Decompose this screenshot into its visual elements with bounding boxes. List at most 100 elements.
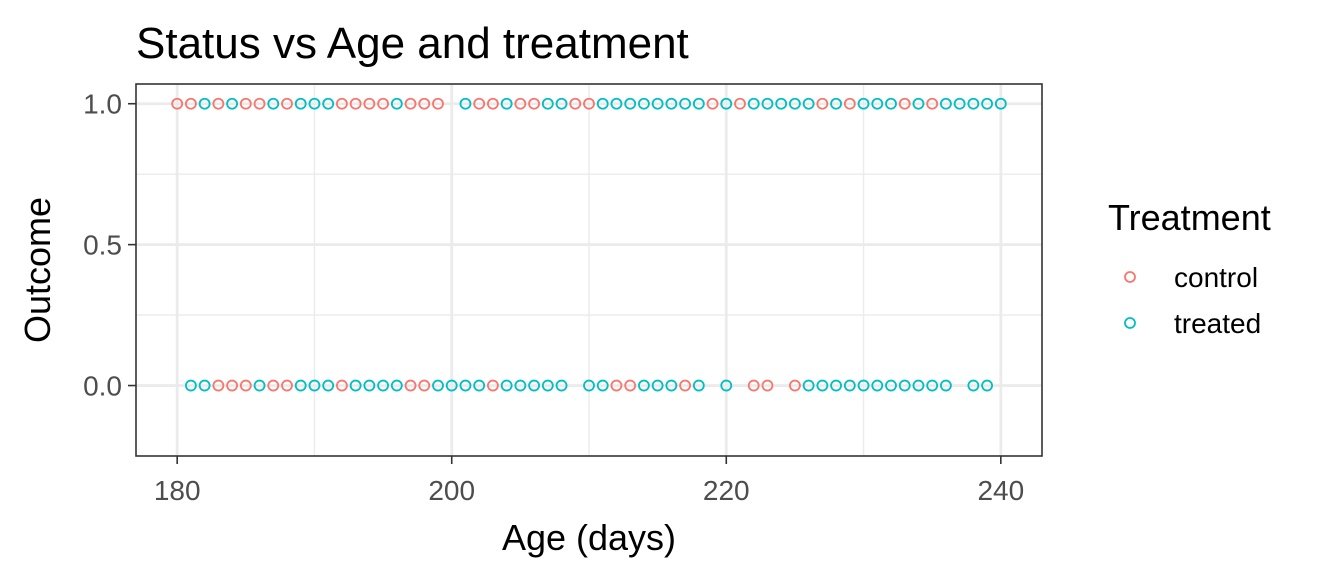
plot-panel	[135, 83, 1043, 457]
data-point-treated	[912, 97, 925, 110]
data-point-treated	[651, 379, 664, 392]
data-point-control	[212, 379, 225, 392]
data-point-treated	[226, 97, 238, 110]
data-point-treated	[459, 379, 472, 392]
data-point-control	[281, 97, 293, 110]
data-point-treated	[967, 379, 980, 392]
data-point-treated	[692, 379, 705, 392]
data-point-control	[514, 97, 527, 110]
data-points	[171, 97, 1007, 392]
data-point-treated	[322, 97, 335, 110]
data-point-control	[363, 97, 376, 110]
data-point-control	[267, 379, 280, 392]
data-point-treated	[267, 97, 280, 110]
data-point-treated	[885, 379, 897, 392]
data-point-treated	[843, 379, 856, 392]
data-point-treated	[596, 379, 609, 392]
data-point-control	[349, 97, 362, 110]
x-tick-label: 200	[428, 475, 475, 506]
data-point-treated	[308, 379, 321, 392]
data-point-treated	[500, 379, 513, 392]
data-point-treated	[720, 379, 733, 392]
data-point-treated	[720, 97, 733, 110]
data-point-treated	[445, 379, 458, 392]
data-point-treated	[253, 379, 266, 392]
data-point-treated	[981, 97, 993, 110]
data-point-treated	[363, 379, 376, 392]
data-point-treated	[926, 379, 939, 392]
legend-key-control	[1124, 271, 1136, 283]
data-point-control	[679, 379, 691, 392]
data-point-control	[432, 97, 444, 110]
data-point-treated	[198, 97, 211, 110]
data-point-treated	[198, 379, 211, 392]
data-point-treated	[555, 97, 568, 110]
data-point-control	[418, 97, 431, 110]
data-point-treated	[802, 379, 815, 392]
y-tick-label: 1.0	[83, 89, 122, 120]
data-point-control	[226, 379, 238, 392]
data-point-control	[528, 97, 540, 110]
data-point-treated	[692, 97, 705, 110]
data-point-control	[253, 97, 266, 110]
data-point-treated	[390, 379, 403, 392]
data-point-control	[843, 97, 856, 110]
data-point-treated	[679, 97, 691, 110]
data-point-treated	[747, 97, 760, 110]
data-point-control	[789, 379, 801, 392]
data-point-control	[281, 379, 293, 392]
data-point-treated	[981, 379, 993, 392]
y-tick-label: 0.5	[83, 230, 122, 261]
data-point-treated	[665, 97, 678, 110]
data-point-treated	[349, 379, 362, 392]
data-point-treated	[500, 97, 513, 110]
data-point-treated	[322, 379, 335, 392]
grid-minor	[136, 84, 1042, 456]
data-point-treated	[953, 97, 966, 110]
data-point-treated	[940, 97, 952, 110]
data-point-treated	[665, 379, 678, 392]
legend-title: Treatment	[1108, 197, 1271, 238]
legend-key-treated	[1124, 317, 1136, 329]
data-point-treated	[761, 97, 774, 110]
data-point-treated	[459, 97, 472, 110]
data-point-treated	[432, 379, 444, 392]
data-point-treated	[390, 97, 403, 110]
data-point-control	[239, 97, 252, 110]
data-point-treated	[789, 97, 801, 110]
data-point-treated	[541, 379, 554, 392]
data-point-control	[624, 379, 637, 392]
data-point-control	[610, 379, 623, 392]
data-point-control	[583, 97, 595, 110]
data-point-control	[336, 97, 348, 110]
x-tick-label: 240	[977, 475, 1024, 506]
x-tick-label: 180	[154, 475, 201, 506]
legend-label-control: control	[1174, 262, 1258, 293]
plot-border	[135, 83, 1043, 457]
data-point-treated	[651, 97, 664, 110]
data-point-control	[377, 97, 389, 110]
y-tick-label: 0.0	[83, 371, 122, 402]
data-point-treated	[830, 379, 842, 392]
data-point-treated	[885, 97, 897, 110]
data-point-control	[487, 97, 499, 110]
data-point-control	[926, 97, 939, 110]
data-point-control	[473, 97, 486, 110]
data-point-treated	[294, 379, 307, 392]
data-point-treated	[610, 97, 623, 110]
data-point-treated	[940, 379, 952, 392]
data-point-control	[898, 97, 911, 110]
data-point-treated	[514, 379, 527, 392]
data-point-control	[239, 379, 252, 392]
data-point-control	[734, 97, 746, 110]
data-point-control	[171, 97, 184, 110]
data-point-treated	[802, 97, 815, 110]
data-point-treated	[857, 97, 870, 110]
data-point-treated	[871, 379, 884, 392]
data-point-control	[569, 97, 582, 110]
data-point-treated	[624, 97, 637, 110]
y-axis: 0.0 0.5 1.0	[83, 89, 136, 402]
data-point-treated	[185, 379, 197, 392]
data-point-treated	[638, 97, 650, 110]
